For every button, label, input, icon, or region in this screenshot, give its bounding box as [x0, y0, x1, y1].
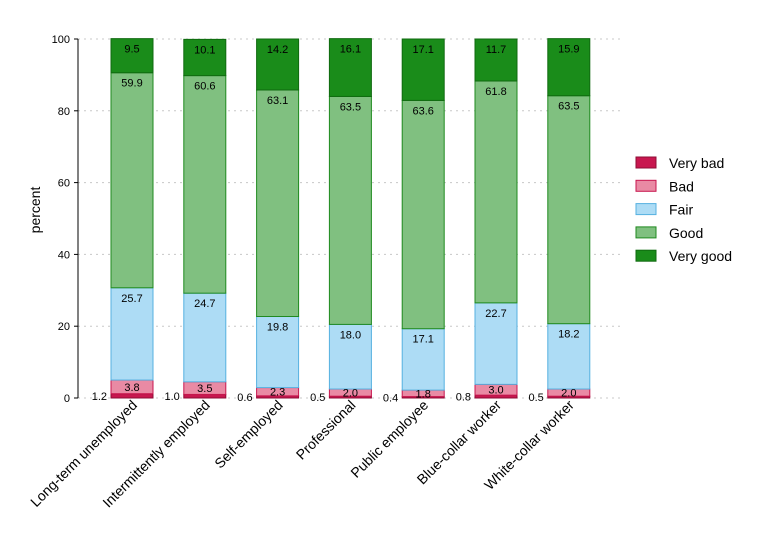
data-label-very_bad: 0.5 — [529, 392, 544, 404]
category-label: Self-employed — [211, 397, 286, 472]
legend-swatch-fair — [635, 203, 657, 216]
y-axis-label: percent — [27, 187, 43, 234]
data-label-very_bad: 0.8 — [456, 392, 471, 404]
data-label-bad: 2.0 — [343, 388, 358, 400]
data-label-bad: 1.8 — [416, 388, 431, 400]
data-label-very_bad: 1.0 — [165, 391, 180, 403]
data-label-bad: 2.3 — [270, 387, 285, 399]
data-label-very_good: 15.9 — [558, 44, 579, 56]
data-label-fair: 24.7 — [194, 298, 215, 310]
category-label: Professional — [293, 397, 359, 463]
data-label-very_bad: 0.4 — [383, 392, 398, 404]
legend-label-very_bad: Very bad — [669, 155, 724, 171]
data-label-good: 63.1 — [267, 95, 288, 107]
legend-label-fair: Fair — [669, 202, 693, 218]
data-label-very_bad: 0.5 — [310, 392, 325, 404]
data-label-bad: 2.0 — [561, 388, 576, 400]
data-label-bad: 3.5 — [197, 383, 212, 395]
data-label-good: 60.6 — [194, 81, 215, 93]
y-tick-label: 60 — [58, 178, 70, 190]
data-labels: 1.2 3.8 25.7 59.9 9.5 1.0 3.5 24.7 60.6 10.1 0.6 2.… — [92, 44, 580, 405]
bar-segment-good — [547, 95, 591, 325]
data-label-very_good: 14.2 — [267, 44, 288, 56]
y-tick-label: 40 — [58, 249, 70, 261]
data-label-good: 59.9 — [121, 78, 142, 90]
bar-segment-very_good — [110, 38, 154, 74]
category-label: Public employee — [347, 397, 431, 481]
bar-segment-very_good — [474, 38, 518, 82]
data-label-very_bad: 0.6 — [237, 392, 252, 404]
y-tick-label: 20 — [58, 321, 70, 333]
legend-swatch-very_bad — [635, 156, 657, 169]
bar-segment-fair — [547, 323, 591, 390]
bar-segment-fair — [474, 302, 518, 385]
data-label-good: 63.5 — [558, 101, 579, 113]
data-label-fair: 22.7 — [485, 308, 506, 320]
data-label-good: 61.8 — [485, 86, 506, 98]
data-label-fair: 18.2 — [558, 329, 579, 341]
legend: Very bad Bad Fair Good Very good — [635, 155, 732, 264]
bars — [110, 38, 591, 399]
y-tick-label: 100 — [52, 34, 70, 46]
y-tick-label: 80 — [58, 106, 70, 118]
bar-segment-very_good — [256, 38, 300, 91]
legend-label-bad: Bad — [669, 178, 694, 194]
bar-segment-very_good — [328, 38, 372, 97]
data-label-very_good: 11.7 — [486, 44, 507, 56]
data-label-good: 63.6 — [412, 105, 433, 117]
bar-segment-fair — [110, 287, 154, 381]
bar-segment-very_good — [401, 38, 445, 101]
data-label-very_good: 9.5 — [124, 44, 139, 56]
data-label-bad: 3.0 — [488, 385, 503, 397]
data-label-very_bad: 1.2 — [92, 391, 107, 403]
data-label-good: 63.5 — [340, 101, 361, 113]
bar-segment-fair — [183, 292, 227, 383]
data-label-fair: 25.7 — [121, 293, 142, 305]
data-label-very_good: 17.1 — [412, 44, 433, 56]
data-label-fair: 17.1 — [412, 334, 433, 346]
bar-segment-fair — [256, 316, 300, 389]
bar-segment-good — [328, 95, 372, 325]
bar-segment-fair — [328, 323, 372, 390]
legend-label-very_good: Very good — [669, 248, 732, 264]
data-label-fair: 19.8 — [267, 322, 288, 334]
legend-swatch-bad — [635, 179, 657, 192]
data-label-bad: 3.8 — [124, 382, 139, 394]
legend-swatch-very_good — [635, 249, 657, 262]
bar-segment-good — [110, 72, 154, 289]
legend-swatch-good — [635, 226, 657, 239]
data-label-very_good: 16.1 — [340, 44, 361, 56]
bar-segment-fair — [401, 328, 445, 391]
bar-segment-very_good — [183, 38, 227, 77]
bar-segment-good — [256, 89, 300, 318]
bar-segment-good — [401, 99, 445, 330]
bar-segment-good — [474, 80, 518, 304]
data-label-fair: 18.0 — [340, 329, 361, 341]
bar-segment-very_bad — [110, 393, 154, 399]
data-label-very_good: 10.1 — [194, 44, 215, 56]
bar-segment-very_good — [547, 38, 591, 97]
bar-segment-good — [183, 75, 227, 294]
y-axis: percent 0 20 40 60 80 100 — [27, 34, 79, 405]
legend-label-good: Good — [669, 225, 703, 241]
y-tick-label: 0 — [64, 393, 70, 405]
